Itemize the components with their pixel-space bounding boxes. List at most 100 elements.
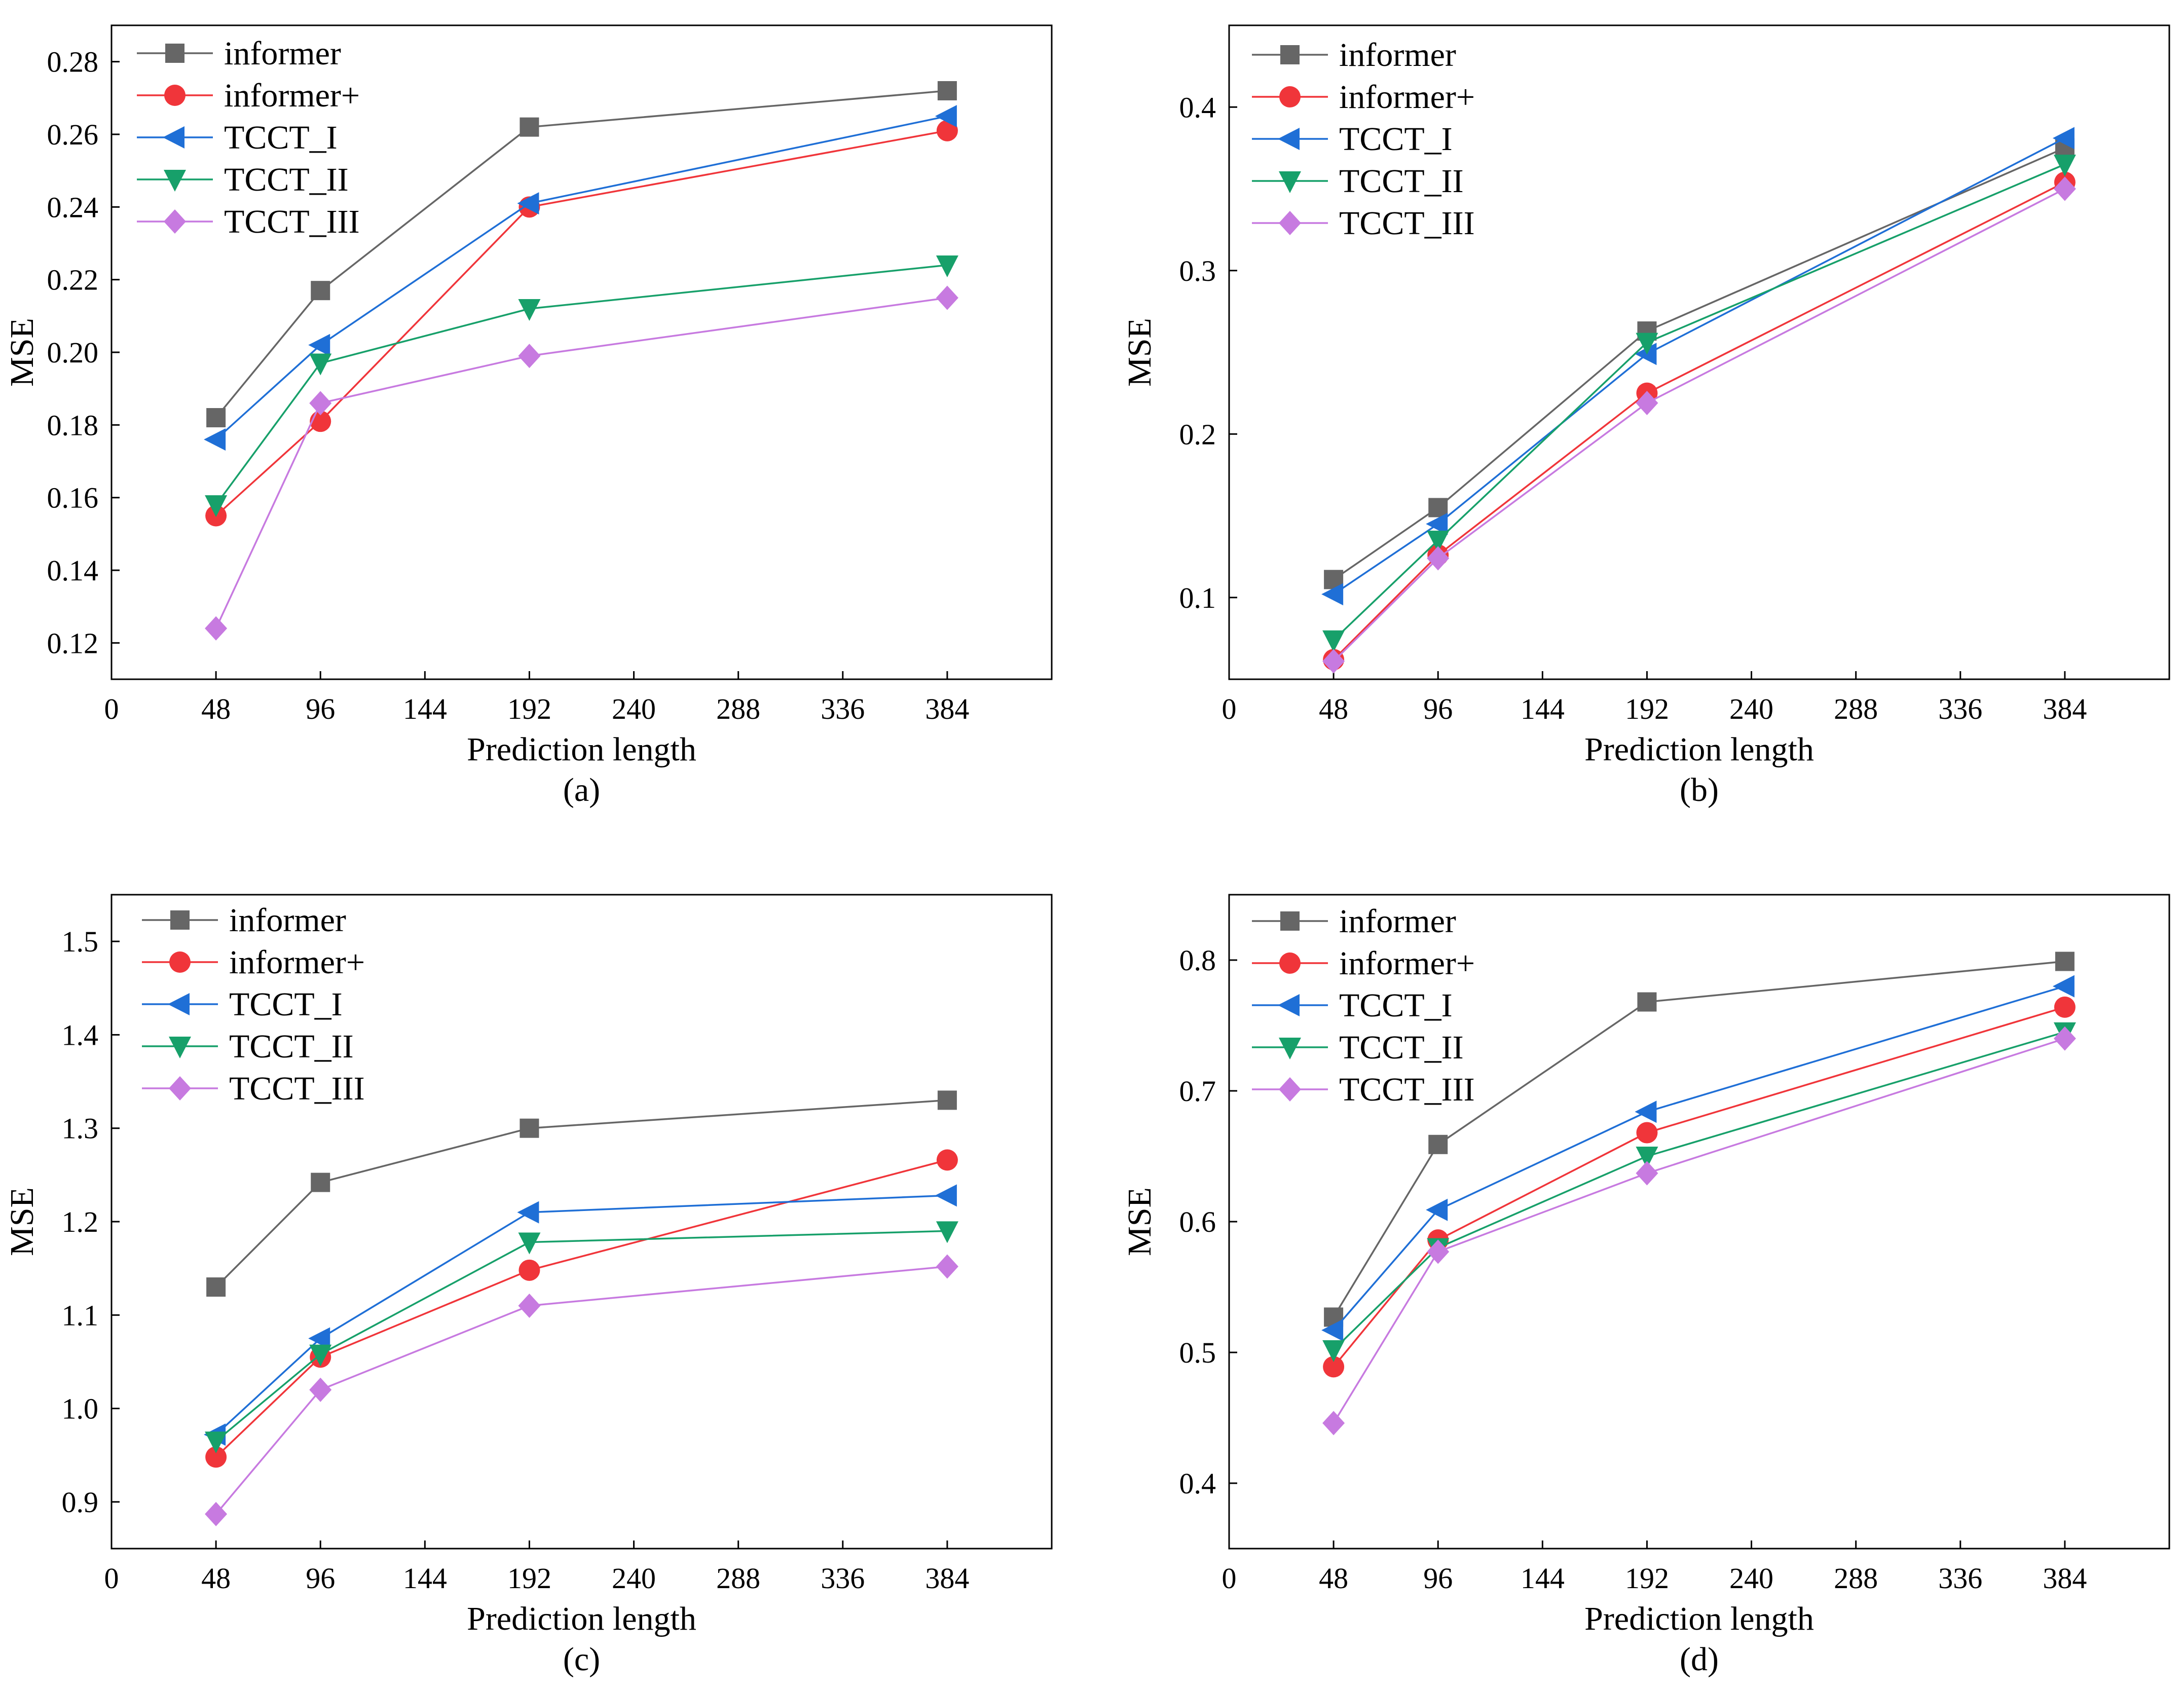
legend-label: informer+: [229, 944, 365, 981]
x-tick-label: 96: [1423, 1562, 1453, 1595]
x-tick-label: 192: [1625, 692, 1669, 725]
data-point: [1635, 1100, 1657, 1123]
series-line: [1332, 1038, 2065, 1424]
data-point: [935, 105, 957, 128]
x-axis-title: Prediction length: [1584, 1600, 1814, 1637]
x-tick-label: 96: [306, 692, 335, 725]
y-tick-label: 0.24: [47, 191, 99, 224]
x-tick-label: 288: [1834, 1562, 1878, 1595]
data-point: [936, 1221, 958, 1243]
chart-panel: 0 48 96 144 192 240 288 336 384 0.4 0.5 0.6 0.7 0.8 Pr…: [1121, 894, 2170, 1678]
series-line: [215, 1159, 948, 1458]
data-point: [2053, 155, 2076, 177]
y-tick-label: 0.14: [47, 554, 99, 587]
data-point: [1636, 1122, 1658, 1144]
data-point: [204, 428, 226, 451]
data-point: [205, 1446, 227, 1468]
x-tick-label: 240: [1729, 692, 1773, 725]
data-point: [935, 1184, 957, 1207]
data-point: [206, 408, 226, 427]
data-point: [936, 120, 958, 141]
panel-caption: (d): [1680, 1641, 1719, 1678]
data-point: [1321, 583, 1344, 606]
data-point: [1636, 333, 1658, 355]
x-tick-label: 384: [925, 692, 969, 725]
data-point: [205, 1501, 228, 1526]
data-point: [517, 1201, 539, 1224]
data-point: [937, 1090, 957, 1110]
y-tick-label: 0.26: [47, 118, 99, 151]
y-tick-label: 1.1: [62, 1299, 99, 1332]
x-tick-label: 384: [2043, 1562, 2087, 1595]
y-tick-label: 0.1: [1179, 581, 1216, 614]
y-tick-label: 0.2: [1179, 418, 1216, 451]
y-tick-label: 0.6: [1179, 1205, 1216, 1238]
x-tick-label: 336: [821, 1562, 865, 1595]
chart-panel: 0 48 96 144 192 240 288 336 384 0.1 0.2 0.3 0.4 Predi…: [1121, 24, 2170, 809]
data-point: [1322, 630, 1345, 652]
series-line: [215, 1194, 947, 1436]
legend-label: informer: [224, 35, 341, 72]
y-tick-label: 0.4: [1179, 91, 1216, 124]
data-point: [1636, 390, 1658, 415]
data-point: [937, 81, 957, 100]
legend-marker: [1280, 911, 1300, 931]
data-point: [1636, 1161, 1658, 1186]
x-tick-label: 384: [2043, 692, 2087, 725]
x-tick-label: 288: [1834, 692, 1878, 725]
x-tick-label: 0: [104, 692, 119, 725]
y-tick-label: 0.18: [47, 409, 99, 442]
panel-caption: (b): [1680, 772, 1719, 809]
legend-label: TCCT_II: [229, 1028, 354, 1065]
x-tick-label: 0: [104, 1562, 119, 1595]
x-tick-label: 0: [1222, 1562, 1237, 1595]
data-point: [2055, 951, 2075, 971]
y-tick-label: 1.4: [62, 1018, 99, 1051]
y-tick-label: 0.8: [1179, 944, 1216, 977]
y-tick-label: 0.16: [47, 482, 99, 515]
data-point: [1322, 1411, 1345, 1436]
data-point: [1636, 1147, 1658, 1168]
data-point: [2052, 127, 2075, 150]
series-line: [215, 90, 948, 419]
y-axis-title: MSE: [1121, 1187, 1158, 1256]
x-tick-label: 240: [1729, 1562, 1773, 1595]
series-line: [215, 264, 948, 506]
data-point: [518, 1232, 541, 1255]
series-line: [215, 1230, 947, 1442]
x-tick-label: 288: [716, 692, 760, 725]
y-axis-title: MSE: [1121, 318, 1158, 387]
data-point: [2053, 176, 2076, 201]
legend-label: TCCT_II: [1339, 1029, 1464, 1066]
x-tick-label: 192: [507, 692, 551, 725]
data-point: [309, 1377, 332, 1402]
data-point: [1322, 649, 1345, 674]
y-tick-label: 0.3: [1179, 254, 1216, 287]
legend-marker: [165, 44, 184, 63]
data-point: [1427, 546, 1450, 571]
data-point: [309, 353, 332, 376]
legend-marker: [1279, 952, 1301, 974]
data-point: [205, 1432, 228, 1454]
data-point: [1426, 1198, 1448, 1221]
x-tick-label: 144: [403, 692, 447, 725]
y-tick-label: 0.28: [47, 46, 99, 79]
data-point: [936, 1149, 958, 1171]
y-axis-title: MSE: [4, 1187, 41, 1256]
y-axis-title: MSE: [4, 318, 41, 387]
legend-label: TCCT_III: [229, 1070, 365, 1107]
data-point: [2054, 996, 2076, 1018]
plot-frame: [1228, 24, 2170, 680]
legend-label: TCCT_I: [224, 119, 338, 156]
series-line: [1332, 163, 2065, 641]
data-point: [519, 1259, 540, 1281]
series-line: [215, 130, 948, 517]
data-point: [518, 299, 541, 321]
legend-marker: [164, 85, 186, 106]
legend-label: informer: [229, 902, 346, 939]
series-line: [215, 297, 948, 629]
x-tick-label: 48: [201, 692, 231, 725]
y-tick-label: 0.5: [1179, 1336, 1216, 1369]
legend-marker: [1279, 1038, 1301, 1059]
